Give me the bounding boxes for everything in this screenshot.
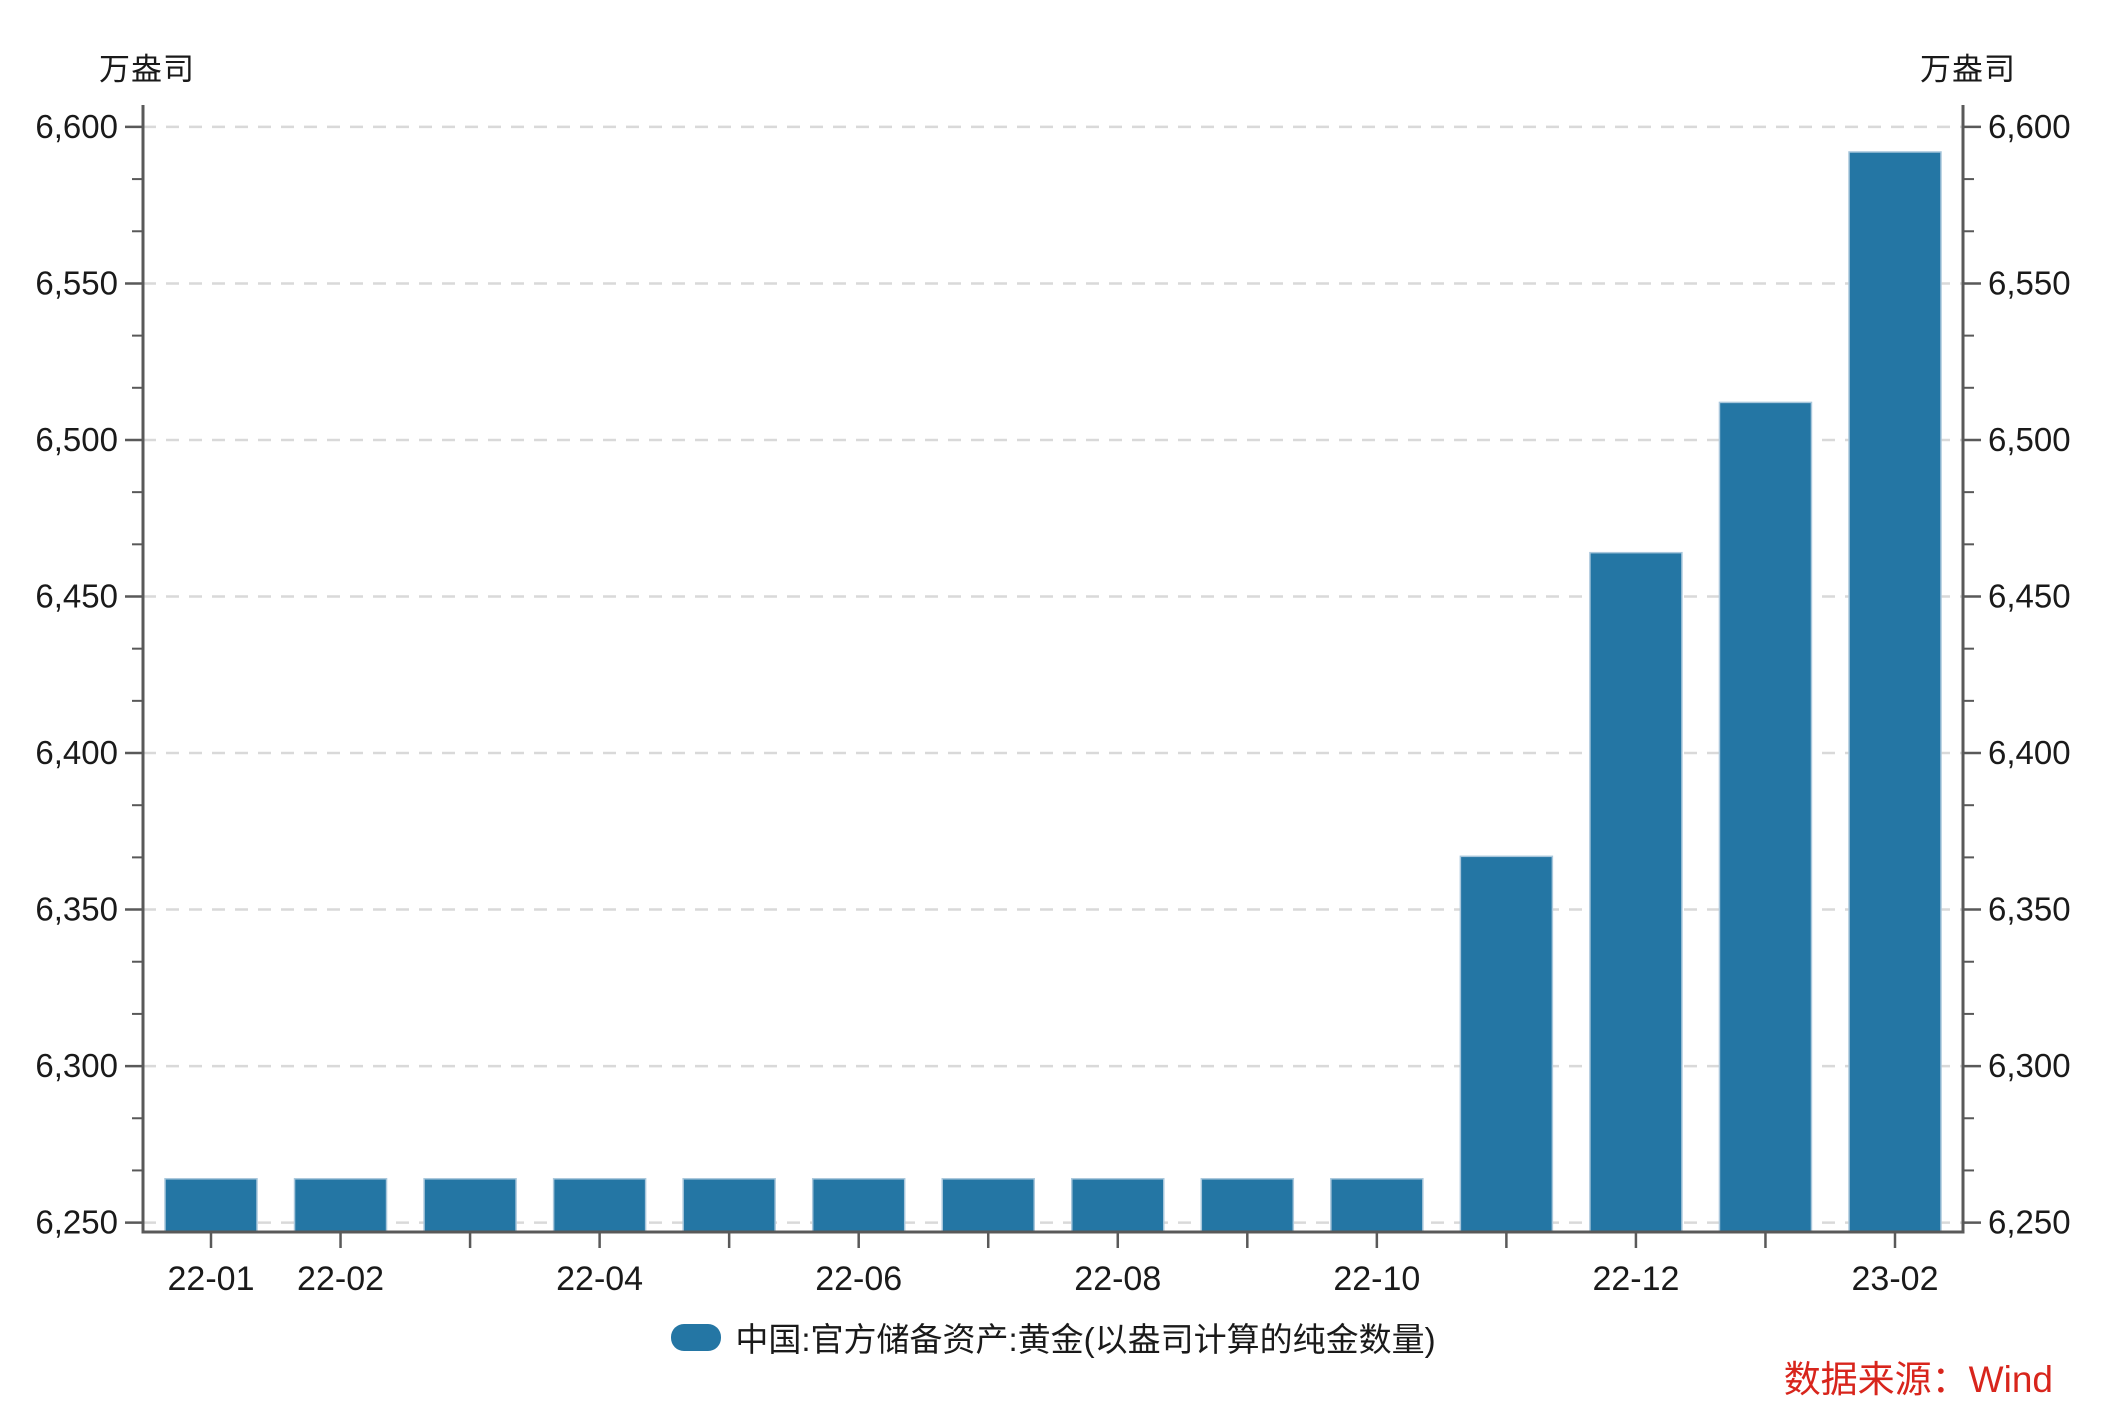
y-axis-label-left: 6,400 [35, 734, 118, 771]
y-axis-label-left: 6,450 [35, 577, 118, 614]
x-axis-label-22-12: 22-12 [1592, 1260, 1679, 1298]
bar-22-07 [941, 1178, 1035, 1233]
y-axis-label-left: 6,350 [35, 891, 118, 928]
y-axis-label-left: 6,600 [35, 108, 118, 145]
bar-23-01 [1718, 401, 1813, 1233]
bar-22-08 [1071, 1178, 1165, 1233]
bar-22-02 [293, 1178, 388, 1233]
left-axis-unit-label: 万盎司 [99, 52, 195, 87]
legend: 中国:官方储备资产:黄金(以盎司计算的纯金数量) [0, 1313, 2107, 1361]
x-axis-label-23-02: 23-02 [1852, 1260, 1939, 1298]
y-axis-label-left: 6,250 [35, 1204, 118, 1241]
y-axis-label-left: 6,300 [35, 1047, 118, 1084]
y-axis-label-right: 6,300 [1988, 1047, 2071, 1084]
y-axis-label-left: 6,550 [35, 264, 118, 301]
bar-22-09 [1200, 1178, 1295, 1233]
bar-22-11 [1459, 855, 1554, 1233]
bar-23-02 [1848, 151, 1942, 1233]
y-axis-label-right: 6,450 [1988, 577, 2071, 614]
x-axis-label-22-10: 22-10 [1333, 1260, 1420, 1298]
x-axis-label-22-08: 22-08 [1074, 1260, 1161, 1298]
right-axis-unit-label: 万盎司 [1920, 52, 2016, 87]
data-source-label: 数据来源：Wind [1783, 1359, 2053, 1400]
y-axis-label-right: 6,400 [1988, 734, 2071, 771]
bar-22-06 [811, 1178, 906, 1233]
legend-label: 中国:官方储备资产:黄金(以盎司计算的纯金数量) [735, 1321, 1436, 1358]
y-axis-label-right: 6,550 [1988, 264, 2071, 301]
y-axis-label-right: 6,250 [1988, 1204, 2071, 1241]
x-axis-label-22-01: 22-01 [168, 1260, 255, 1298]
bar-22-03 [423, 1178, 517, 1233]
bar-22-10 [1330, 1178, 1424, 1233]
y-axis-label-right: 6,500 [1988, 421, 2071, 458]
y-axis-label-left: 6,500 [35, 421, 118, 458]
bar-22-01 [164, 1178, 258, 1233]
x-axis-label-22-02: 22-02 [297, 1260, 384, 1298]
bar-22-12 [1589, 551, 1683, 1233]
legend-swatch [671, 1323, 722, 1351]
x-axis-label-22-06: 22-06 [815, 1260, 902, 1298]
bar-22-05 [682, 1178, 776, 1233]
bar-22-04 [552, 1178, 647, 1233]
x-axis-label-22-04: 22-04 [556, 1260, 643, 1298]
y-axis-label-right: 6,350 [1988, 891, 2071, 928]
y-axis-label-right: 6,600 [1988, 108, 2071, 145]
